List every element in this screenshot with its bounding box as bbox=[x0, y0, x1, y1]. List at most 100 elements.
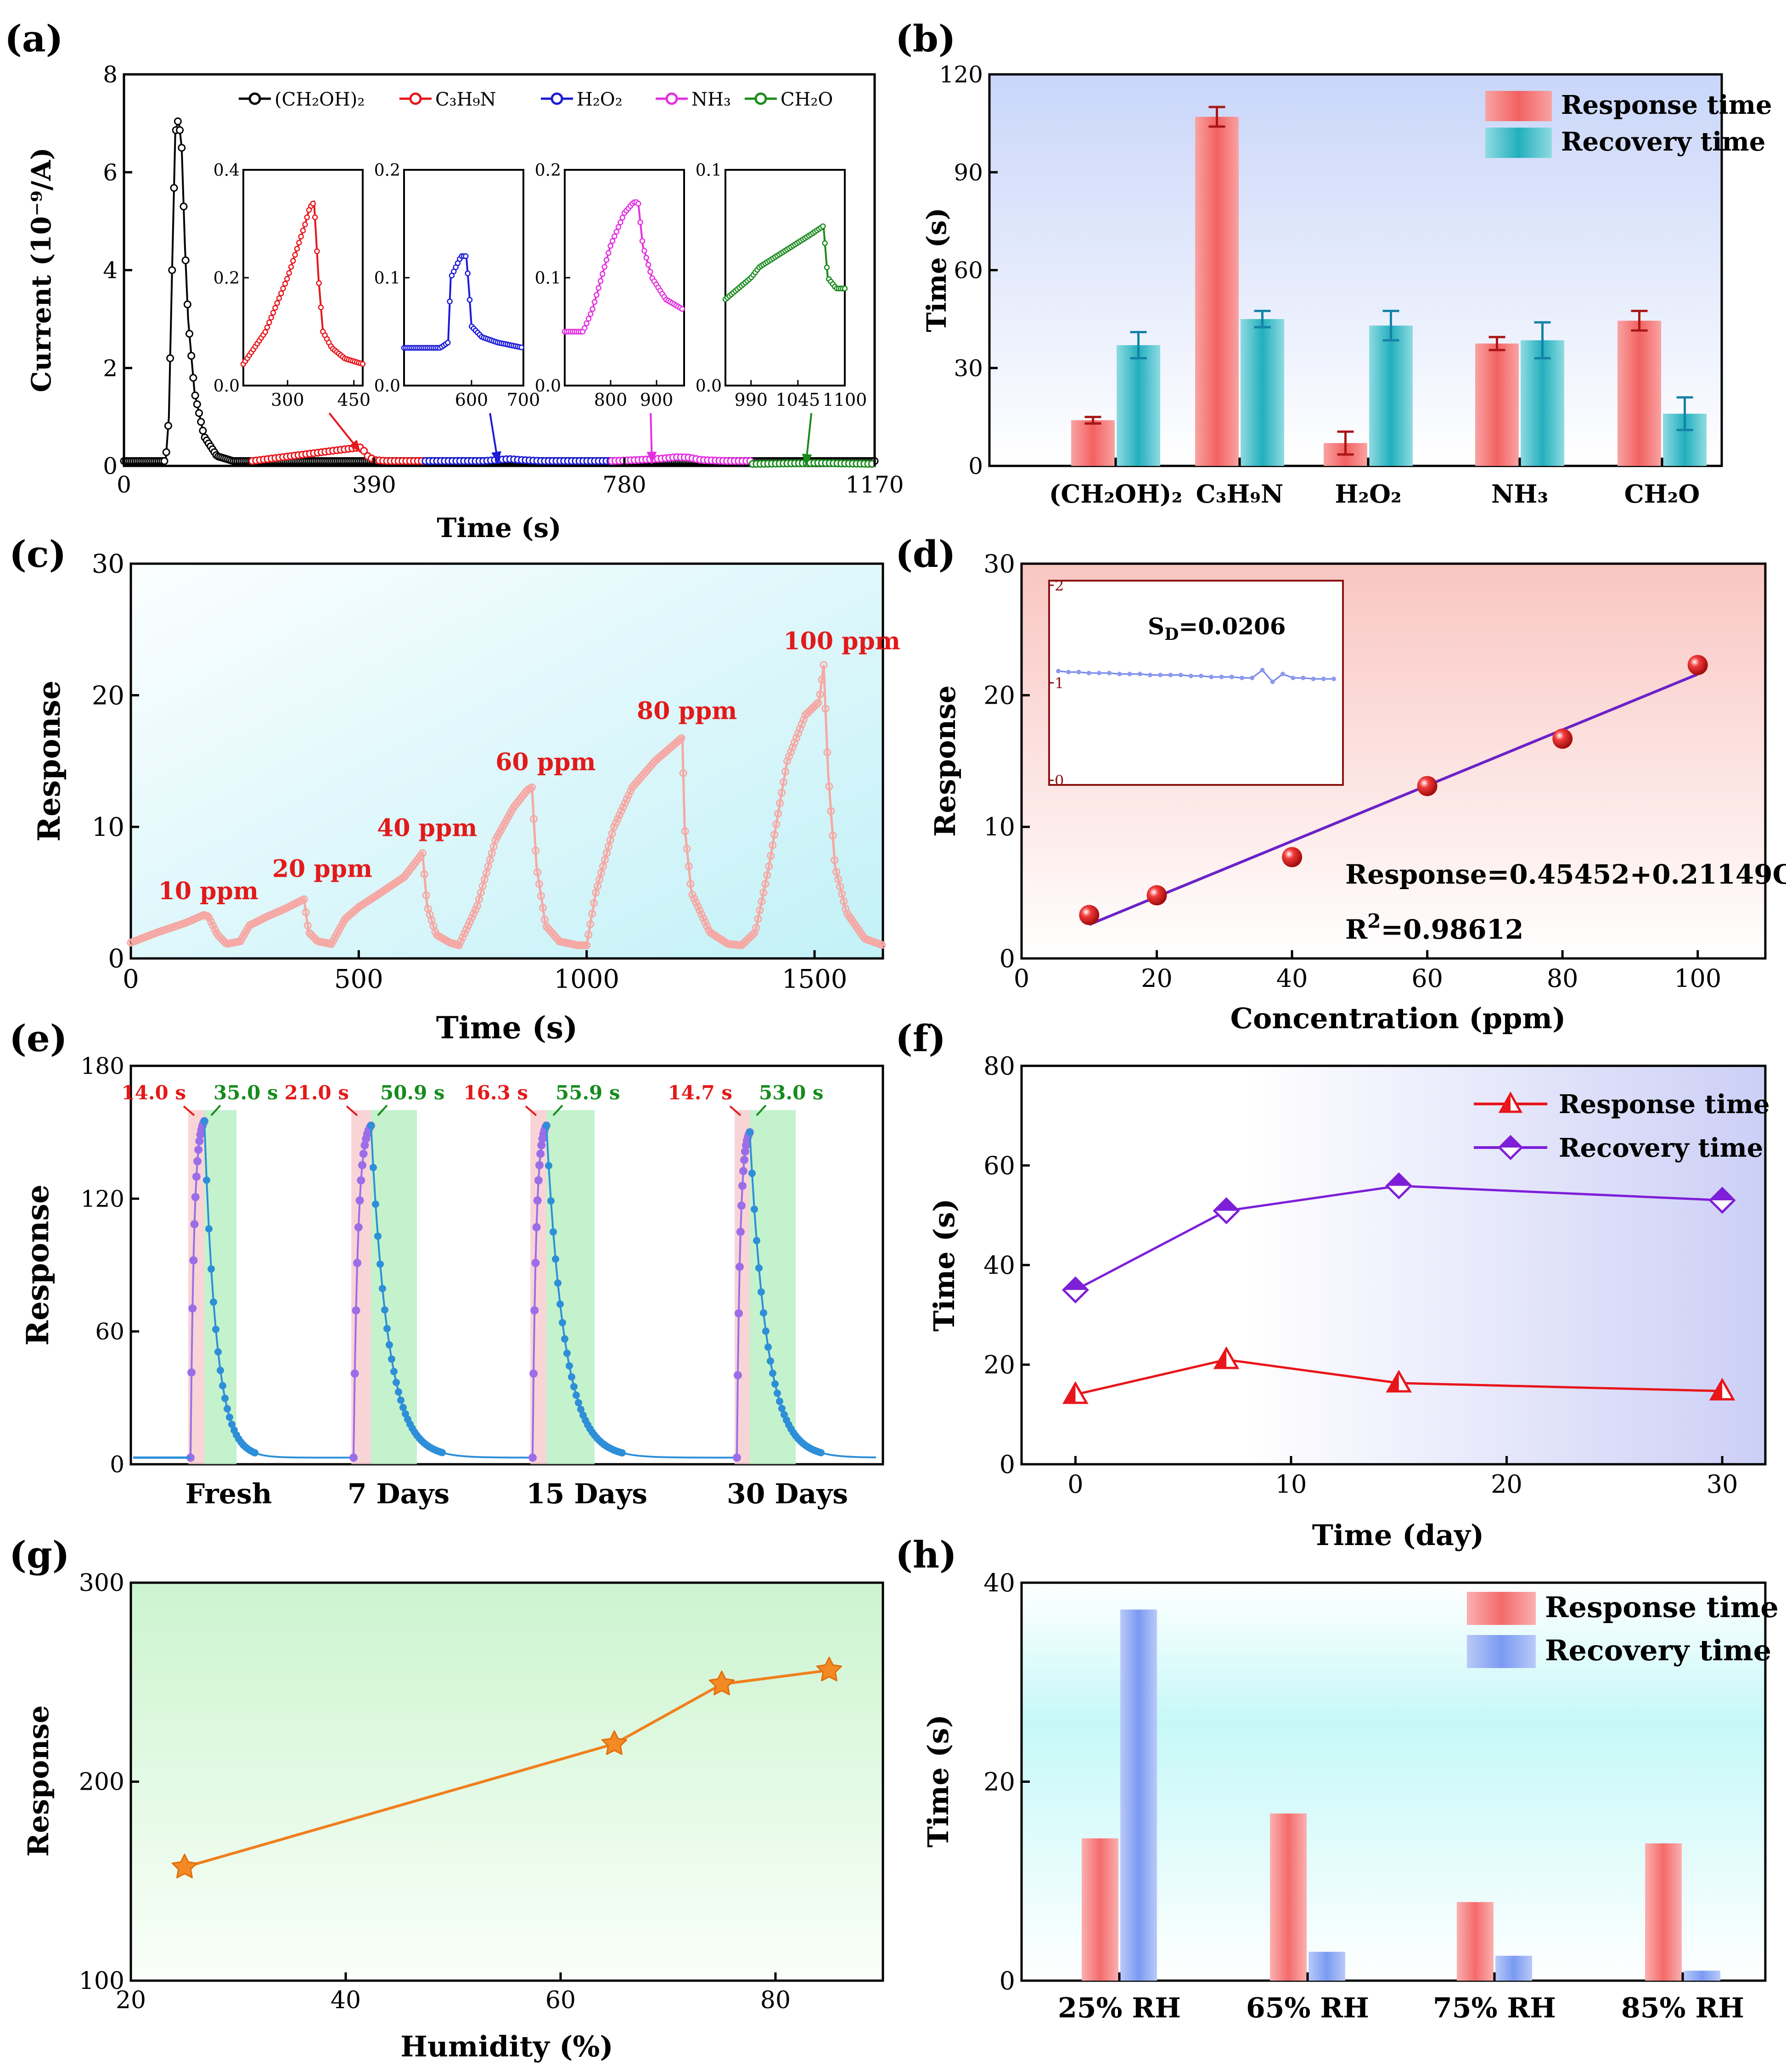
series-point bbox=[776, 799, 784, 807]
chart-d-equation: Response=0.45452+0.21149C bbox=[1345, 859, 1786, 890]
inset-point bbox=[272, 305, 278, 311]
rise-point-2 bbox=[535, 1161, 544, 1170]
y-tick-label: 0 bbox=[1000, 1966, 1015, 1995]
inset-point bbox=[290, 258, 296, 264]
x-tick-label: 40 bbox=[331, 1987, 361, 2014]
rise-point-3 bbox=[736, 1227, 745, 1236]
inset-y-tick-label: 0.0 bbox=[535, 377, 561, 396]
y-tick-label: 40 bbox=[983, 1568, 1015, 1597]
series-point bbox=[203, 912, 212, 920]
inset-point bbox=[316, 280, 322, 286]
chart-a-series-group bbox=[120, 117, 879, 468]
series-point-0 bbox=[176, 126, 184, 134]
series-point-0 bbox=[168, 266, 176, 274]
y-tick-label: 0 bbox=[108, 944, 124, 974]
series-point bbox=[799, 716, 808, 724]
series-point bbox=[690, 895, 698, 903]
series-point bbox=[303, 921, 312, 930]
inset-point bbox=[268, 314, 274, 321]
x-tick-label: 10 bbox=[1275, 1470, 1307, 1499]
x-tick-label: 40 bbox=[1276, 964, 1308, 993]
inset-point bbox=[302, 221, 308, 228]
star-marker bbox=[708, 1670, 735, 1696]
data-point bbox=[1552, 728, 1573, 749]
x-tick-label: 20 bbox=[1491, 1470, 1522, 1499]
inset-point bbox=[1066, 670, 1071, 675]
legend-b-0: Response time bbox=[1561, 90, 1772, 120]
series-point bbox=[612, 819, 620, 827]
x-tick-label: C₃H₉N bbox=[1196, 479, 1284, 509]
y-tick-label: 0 bbox=[1000, 944, 1015, 973]
inset-point bbox=[300, 227, 306, 234]
inset-frame bbox=[564, 169, 685, 386]
inset-point bbox=[278, 290, 284, 297]
inset-point bbox=[582, 325, 588, 331]
response-time-label-1: 21.0 s bbox=[284, 1081, 349, 1104]
series-point-0 bbox=[180, 202, 188, 211]
inset-x-tick-label: 990 bbox=[734, 390, 768, 410]
series-line-0 bbox=[1075, 1358, 1723, 1396]
series-point bbox=[464, 921, 472, 930]
legend-b-1: Recovery time bbox=[1561, 127, 1765, 157]
inset-point bbox=[280, 286, 286, 291]
series-point bbox=[781, 767, 790, 776]
panel-label-f: (f) bbox=[895, 1017, 946, 1060]
y-tick-label: 6 bbox=[103, 159, 118, 186]
inset-x-tick-label: 900 bbox=[640, 390, 674, 410]
rise-point-2 bbox=[537, 1141, 546, 1150]
series-point bbox=[679, 769, 687, 777]
series-point bbox=[457, 937, 465, 946]
chart-a: 0 390 780 1170 0 2 4 6 8 Time (s) Current (10⁻⁹/… bbox=[26, 62, 904, 544]
rise-point-2 bbox=[534, 1176, 543, 1185]
inset-point bbox=[1107, 671, 1112, 676]
series-point-0 bbox=[178, 144, 186, 152]
rise-point-1 bbox=[355, 1196, 364, 1205]
inset-point bbox=[318, 304, 324, 310]
inset-point bbox=[270, 310, 276, 316]
inset-point bbox=[842, 286, 848, 291]
y-tick-label: 300 bbox=[79, 1569, 124, 1597]
chart-d: 0 20 40 60 80 100 0 10 20 30 0 1 2 SD=0.0206 Respon… bbox=[928, 549, 1786, 1035]
chart-c-series-group bbox=[127, 661, 886, 949]
inset-point bbox=[601, 264, 607, 270]
series-point bbox=[765, 862, 773, 870]
y-tick-label: 8 bbox=[103, 62, 118, 88]
chart-d-inset-sd: SD=0.0206 bbox=[1148, 613, 1286, 644]
response-arrow-0 bbox=[183, 1105, 195, 1116]
decay-point-3 bbox=[778, 1405, 786, 1412]
inset-y-tick-label: 0.1 bbox=[696, 161, 722, 180]
series-point bbox=[468, 913, 476, 922]
inset-point bbox=[637, 219, 643, 225]
series-point bbox=[831, 856, 839, 864]
response-time-label-3: 14.7 s bbox=[668, 1081, 732, 1104]
x-tick-label: 0 bbox=[123, 964, 139, 994]
inset-point bbox=[613, 229, 619, 235]
bar-0 bbox=[1475, 343, 1519, 466]
marker-fill-1 bbox=[1387, 1175, 1410, 1186]
decay-point-1 bbox=[367, 1122, 375, 1130]
y-tick-label: 40 bbox=[983, 1251, 1015, 1280]
decay-point-0 bbox=[224, 1405, 231, 1412]
inset-x-tick-label: 700 bbox=[507, 390, 540, 410]
inset-y-tick-label: 0 bbox=[1055, 772, 1064, 790]
star-marker bbox=[601, 1730, 628, 1755]
decay-point-0 bbox=[205, 1225, 213, 1233]
decay-point-2 bbox=[550, 1228, 557, 1236]
inset-point bbox=[612, 233, 618, 240]
decay-point-0 bbox=[212, 1326, 219, 1333]
series-point bbox=[696, 906, 704, 914]
bar-1 bbox=[1117, 345, 1160, 466]
inset-y-tick-label: 0.4 bbox=[213, 161, 240, 180]
inset-point bbox=[1148, 672, 1152, 678]
category-label-0: Fresh bbox=[185, 1478, 272, 1510]
recovery-arrow-2 bbox=[552, 1104, 563, 1116]
inset-point bbox=[600, 271, 606, 277]
decay-point-3 bbox=[751, 1205, 758, 1213]
chart-f-plot bbox=[1061, 1172, 1736, 1404]
decay-point-1 bbox=[374, 1232, 382, 1240]
bar-0 bbox=[1071, 420, 1115, 466]
rise-point-3 bbox=[741, 1147, 749, 1156]
y-tick-label: 20 bbox=[92, 681, 124, 711]
